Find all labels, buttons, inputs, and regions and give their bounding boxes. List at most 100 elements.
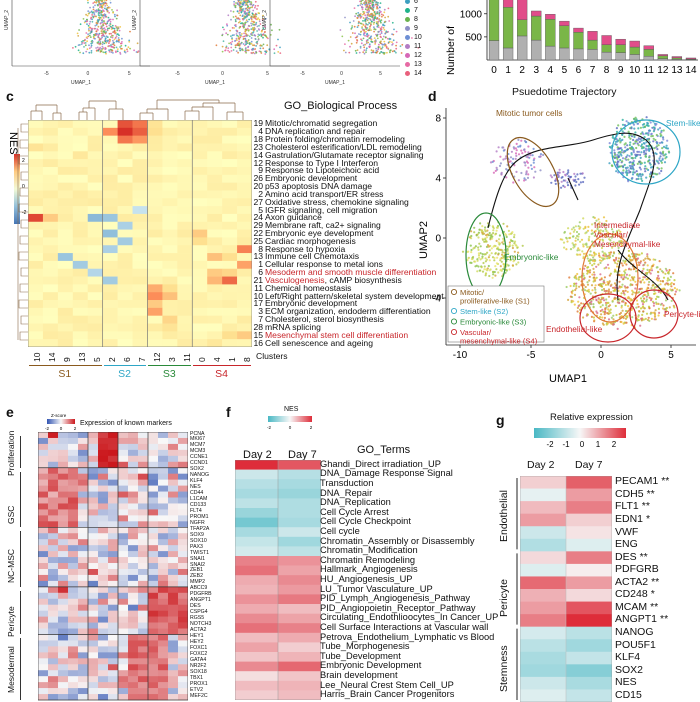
marker-cell	[108, 539, 118, 545]
marker-cell	[98, 664, 108, 670]
traj-point	[654, 152, 656, 154]
traj-point	[485, 257, 487, 259]
traj-point	[539, 156, 541, 158]
umap-point	[377, 38, 379, 40]
dendrogram-branch	[20, 188, 28, 196]
traj-point	[642, 295, 644, 297]
marker-cell	[148, 664, 158, 670]
marker-cell	[148, 480, 158, 486]
nes-cell	[162, 339, 177, 347]
nes-cell	[237, 277, 252, 285]
marker-cell	[58, 468, 68, 474]
traj-point	[572, 300, 574, 302]
bar-segment	[574, 32, 584, 49]
traj-point	[493, 257, 495, 259]
nes-cell	[58, 269, 73, 277]
marker-cell	[68, 498, 78, 504]
marker-cell	[148, 623, 158, 629]
dendrogram-branch	[20, 236, 28, 244]
marker-cell	[128, 658, 138, 664]
bar-segment	[503, 7, 513, 48]
marker-cell	[128, 694, 138, 700]
traj-point	[622, 119, 624, 121]
traj-point	[593, 252, 595, 254]
umap-point	[85, 44, 87, 46]
umap-point	[235, 26, 237, 28]
traj-point	[622, 130, 624, 132]
traj-point	[578, 305, 580, 307]
umap-point	[362, 9, 364, 11]
marker-cell	[98, 503, 108, 509]
umap-point	[251, 41, 253, 43]
umap-point	[363, 38, 365, 40]
traj-point	[484, 237, 486, 239]
marker-cell	[128, 492, 138, 498]
umap-point	[230, 19, 232, 21]
traj-point	[559, 169, 561, 171]
marker-cell	[148, 533, 158, 539]
umap-point	[359, 4, 361, 6]
marker-cell	[38, 492, 48, 498]
cluster-column-label: 2	[107, 357, 117, 362]
nes-cell	[58, 190, 73, 198]
traj-point	[578, 279, 580, 281]
traj-point	[595, 266, 597, 268]
intermediate-label: Vascular/	[594, 230, 629, 240]
traj-point	[648, 139, 650, 141]
cluster-column-label: 3	[167, 357, 177, 362]
marker-cell	[168, 611, 178, 617]
umap-point	[356, 36, 358, 38]
traj-point	[477, 236, 479, 238]
marker-cell	[68, 480, 78, 486]
marker-cell	[38, 587, 48, 593]
traj-point	[496, 227, 498, 229]
umap-point	[96, 28, 98, 30]
cluster-legend-item: 11	[405, 43, 421, 52]
nes-cell	[88, 300, 103, 308]
traj-point	[515, 152, 517, 154]
traj-point	[505, 176, 507, 178]
traj-point	[603, 299, 605, 301]
marker-cell	[118, 515, 128, 521]
nes-cell	[177, 324, 192, 332]
marker-cell	[38, 575, 48, 581]
traj-point	[488, 275, 490, 277]
nes-cell	[192, 198, 207, 206]
go-term-cell	[278, 470, 321, 480]
marker-cell	[98, 432, 108, 438]
traj-point	[502, 263, 504, 265]
traj-point	[620, 276, 622, 278]
umap-point	[117, 48, 119, 50]
umap-point	[260, 45, 262, 47]
umap-point	[370, 19, 372, 21]
nes-cell	[133, 175, 148, 183]
marker-cell	[38, 557, 48, 563]
umap-point	[94, 15, 96, 17]
traj-point	[642, 310, 644, 312]
umap-point	[87, 48, 89, 50]
nes-cell	[88, 151, 103, 159]
nes-cell	[222, 324, 237, 332]
traj-point	[673, 279, 675, 281]
go-term-cell	[235, 623, 278, 633]
umap-point	[360, 23, 362, 25]
umap-point	[102, 6, 104, 8]
marker-cell	[178, 605, 188, 611]
nes-cell	[58, 324, 73, 332]
marker-cell	[108, 557, 118, 563]
umap-point	[379, 7, 381, 9]
traj-point	[515, 263, 517, 265]
marker-cell	[138, 670, 148, 676]
traj-point	[580, 302, 582, 304]
traj-point	[642, 133, 644, 135]
marker-cell	[158, 587, 168, 593]
umap-point	[104, 5, 106, 7]
nes-cell	[118, 339, 133, 347]
bar-segment	[517, 0, 527, 20]
umap-point	[235, 6, 237, 8]
umap-point	[110, 49, 112, 51]
zscore-label: Z-score	[51, 413, 67, 418]
marker-cell	[158, 694, 168, 700]
marker-cell	[78, 581, 88, 587]
